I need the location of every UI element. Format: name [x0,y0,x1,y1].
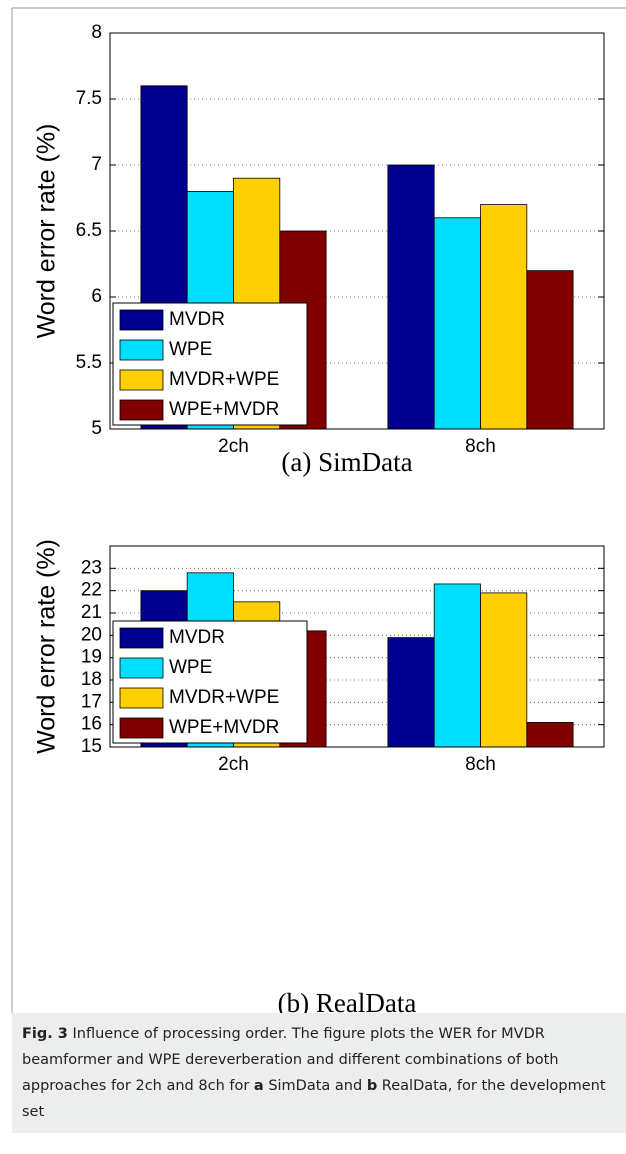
y-tick-label: 15 [81,736,102,757]
bar [387,164,435,430]
legend-swatch [119,369,164,391]
bar [526,722,574,748]
y-tick-label: 20 [81,624,102,645]
legend-label: MVDR+WPE [169,687,279,708]
x-tick-label: 8ch [465,754,496,775]
y-tick-label: 8 [91,22,102,43]
figure: 5 5.5 6 6.5 7 7.5 8 2ch 8ch Word error rate (%) (a… [11,7,626,1013]
plot-frame [109,32,605,430]
legend-label: MVDR [169,309,225,330]
legend-label: WPE+MVDR [169,717,279,738]
x-tick-label: 8ch [465,436,496,457]
legend-label: MVDR+WPE [169,369,279,390]
y-tick-label: 21 [81,602,102,623]
x-tick-label: 2ch [218,754,249,775]
y-tick-label: 22 [81,580,102,601]
chart-title: (b) RealData [278,988,417,1013]
legend-swatch [119,687,164,709]
legend-swatch [119,399,164,421]
legend-label: WPE [169,657,212,678]
caption-run: Fig. 3 [22,1026,68,1042]
x-tick-label: 2ch [218,436,249,457]
y-tick-label: 7.5 [76,88,102,109]
caption-run: Influence of processing order. The figur… [22,1026,559,1094]
bar [433,583,481,748]
legend-label: WPE+MVDR [169,399,279,420]
caption: Fig. 3 Influence of processing order. Th… [12,1013,626,1133]
caption-run: RealData, for the development set [22,1078,606,1120]
bar [433,217,481,430]
legend-swatch [119,717,164,739]
y-tick-label: 18 [81,669,102,690]
y-tick-label: 5.5 [76,352,102,373]
caption-run: b [366,1078,378,1094]
bar [480,204,528,430]
bar [526,270,574,430]
y-tick-label: 5 [91,418,102,439]
y-axis-label: Word error rate (%) [33,539,61,754]
legend-swatch [119,657,164,679]
legend-swatch [119,309,164,331]
bar [480,592,528,748]
y-tick-label: 17 [81,691,102,712]
legend-label: WPE [169,339,212,360]
legend-label: MVDR [169,627,225,648]
y-tick-label: 16 [81,714,102,735]
plot-frame [109,545,605,748]
y-tick-label: 6.5 [76,220,102,241]
y-tick-label: 23 [81,557,102,578]
chart-title: (a) SimData [281,447,412,477]
bar [387,637,435,748]
y-tick-label: 6 [91,286,102,307]
legend-swatch [119,339,164,361]
y-tick-label: 7 [91,154,102,175]
y-tick-label: 19 [81,647,102,668]
y-axis-label: Word error rate (%) [33,124,61,339]
caption-run: SimData and [263,1078,367,1094]
caption-run: a [253,1078,264,1094]
legend-swatch [119,627,164,649]
